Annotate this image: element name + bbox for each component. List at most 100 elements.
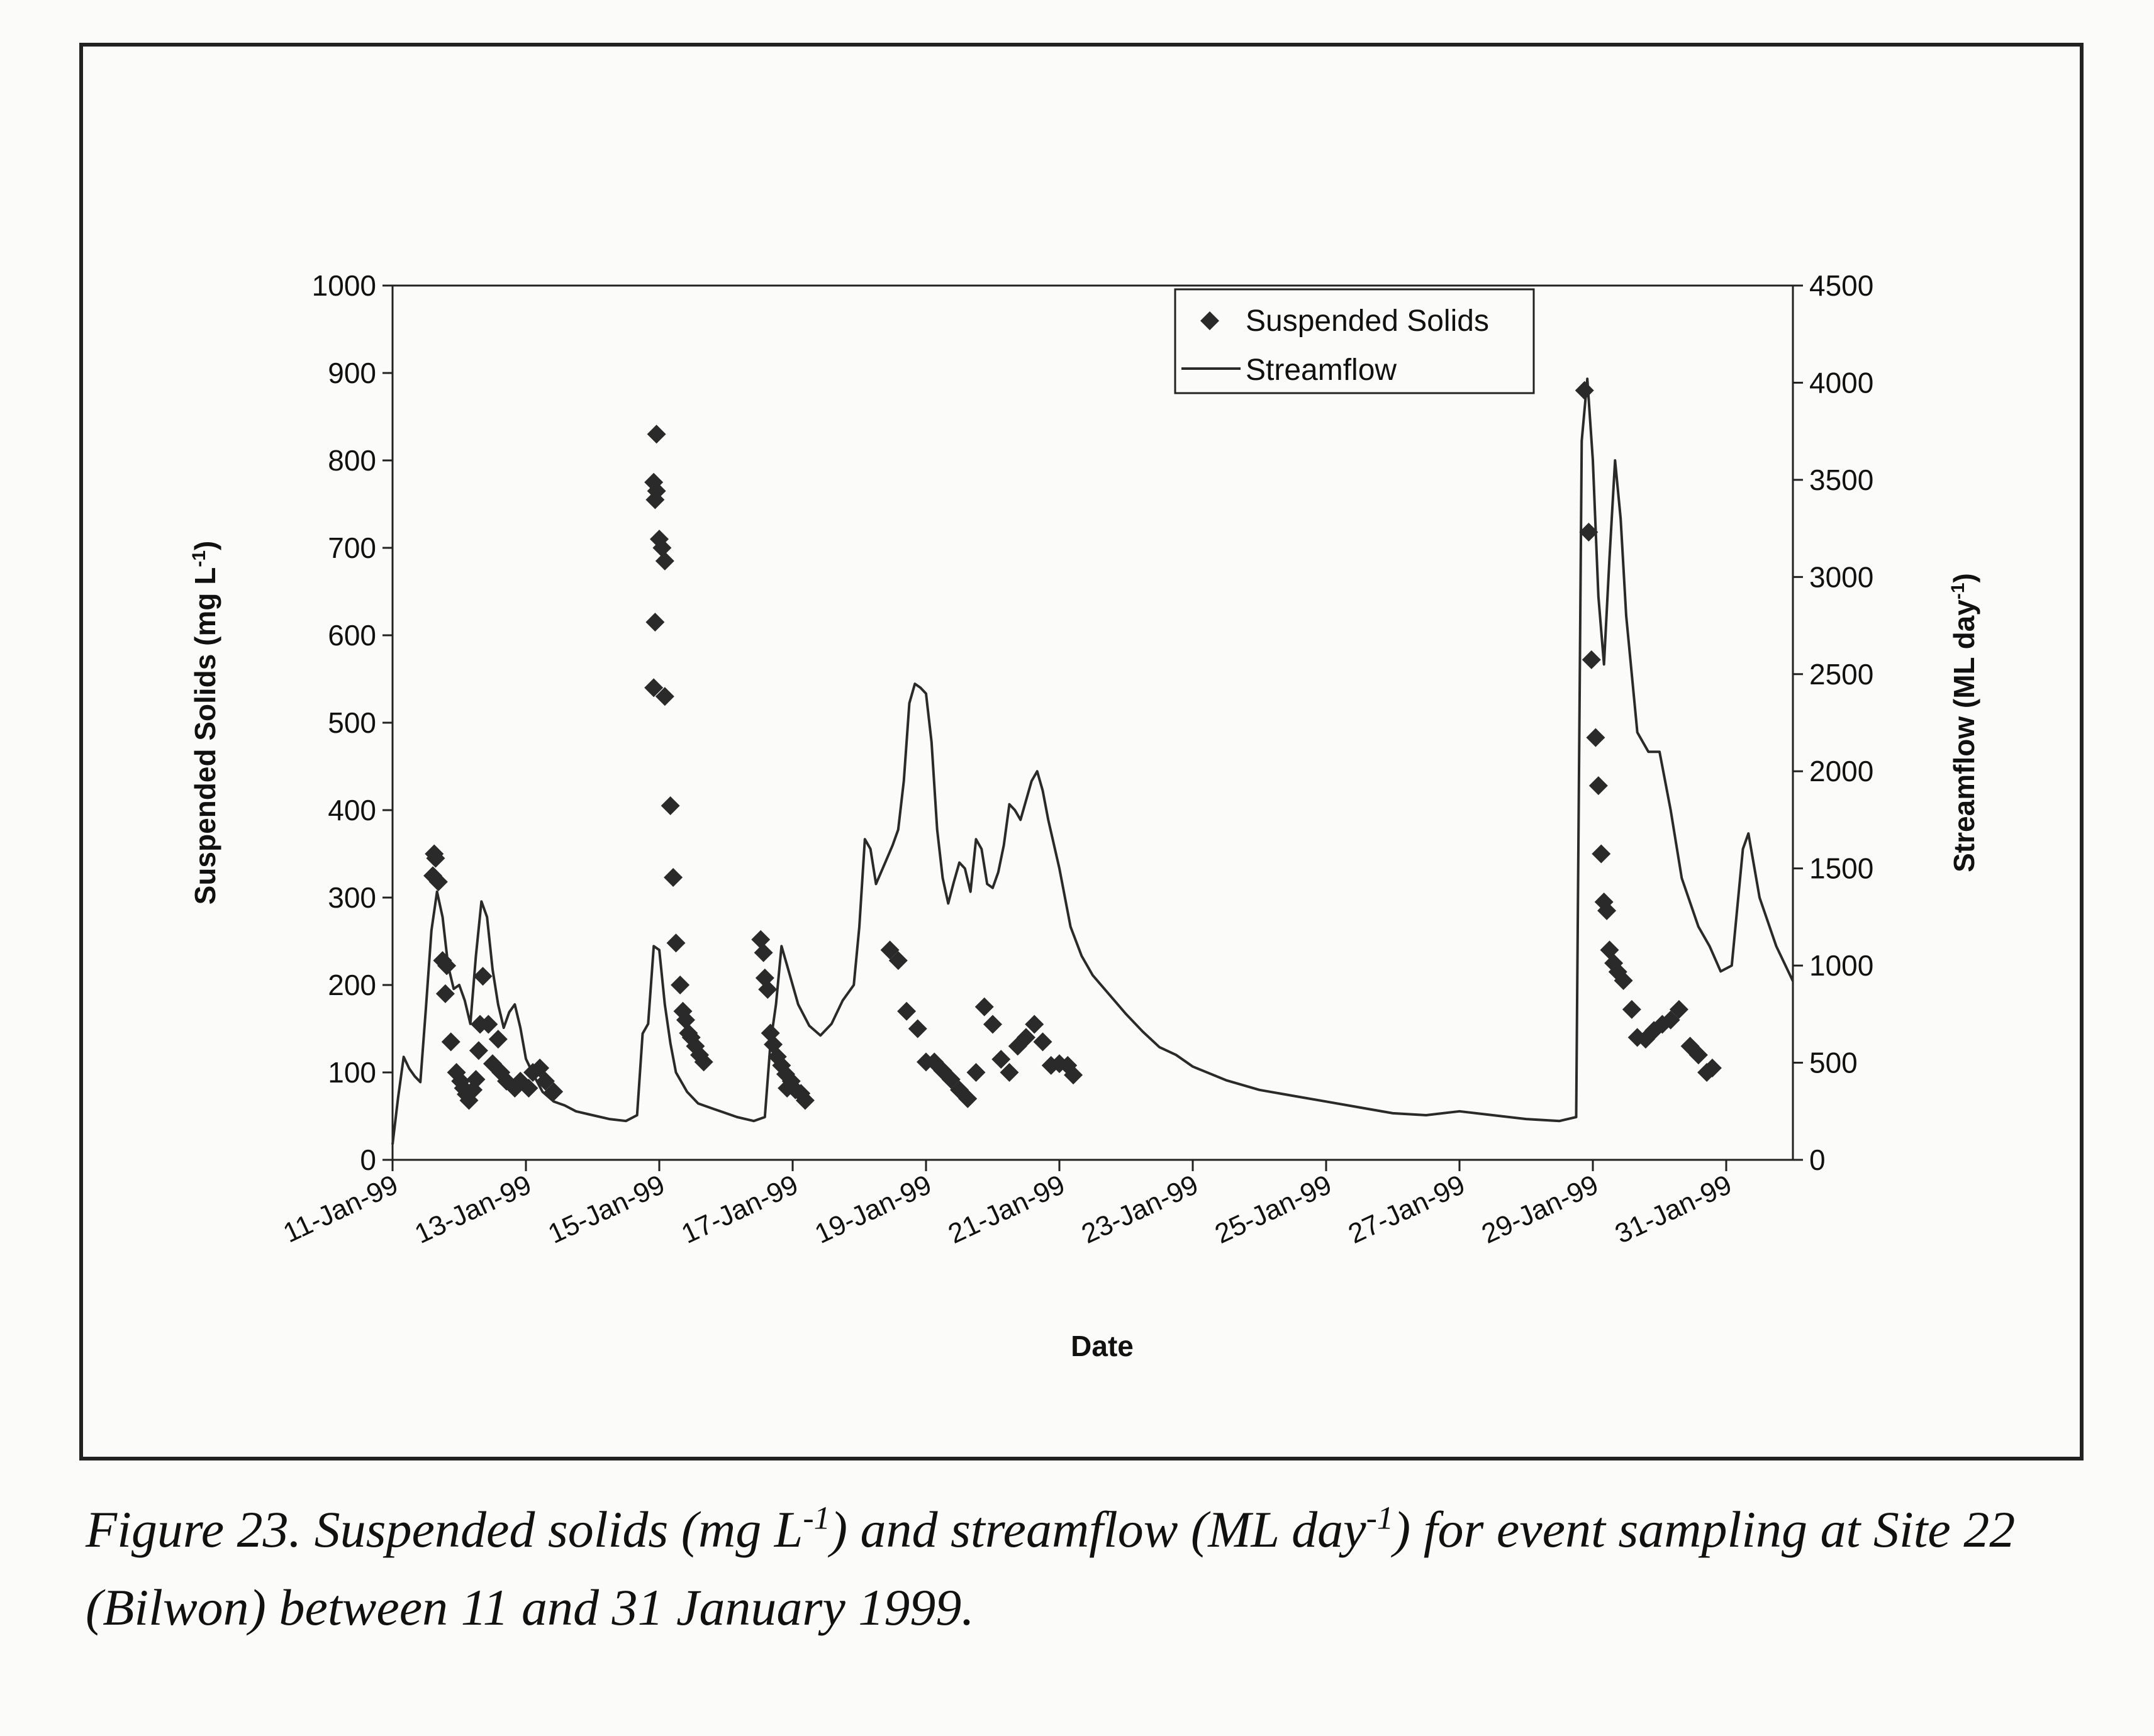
y-left-tick-label: 400 bbox=[328, 794, 376, 826]
suspended-solids-point bbox=[544, 1082, 564, 1101]
y-left-title-end: ) bbox=[189, 541, 221, 550]
y-right-title-sup: -1 bbox=[1948, 582, 1968, 599]
y-right-tick-label: 3500 bbox=[1809, 464, 1873, 496]
x-axis-title: Date bbox=[1071, 1330, 1134, 1362]
y-left-tick-label: 200 bbox=[328, 969, 376, 1001]
caption-part-2: ) and streamflow (ML day bbox=[830, 1501, 1366, 1558]
x-axis: 11-Jan-99 13-Jan-99 15-Jan-99 17-Jan-99 19-J… bbox=[279, 1160, 1736, 1250]
suspended-solids-point bbox=[676, 1010, 695, 1030]
suspended-solids-point bbox=[1025, 1015, 1044, 1034]
suspended-solids-point bbox=[888, 951, 908, 971]
y-right-tick-label: 1000 bbox=[1809, 949, 1873, 982]
y-right-title-main: Streamflow (ML day bbox=[1948, 599, 1980, 872]
y-right-tick-label: 2000 bbox=[1809, 755, 1873, 787]
y-left-tick-label: 300 bbox=[328, 881, 376, 914]
caption-part-3: ) for event sampling at Site 22 (Bilwon)… bbox=[86, 1501, 2016, 1636]
suspended-solids-point bbox=[428, 872, 448, 891]
legend-label-streamflow: Streamflow bbox=[1246, 353, 1397, 387]
chart-frame: 0 100 200 300 400 500 600 700 800 900 1000 0 500 100… bbox=[79, 43, 2084, 1461]
y-left-tick-label: 1000 bbox=[312, 269, 376, 302]
legend-box bbox=[1174, 288, 1535, 394]
y-right-tick-label: 1500 bbox=[1809, 852, 1873, 885]
y-right-axis: 0 500 1000 1500 2000 2500 3000 3500 4000 4500 bbox=[1793, 269, 1873, 1176]
suspended-solids-point bbox=[991, 1050, 1011, 1069]
y-right-tick-label: 2500 bbox=[1809, 658, 1873, 691]
suspended-solids-point bbox=[958, 1089, 978, 1108]
y-right-title-end: ) bbox=[1948, 573, 1980, 582]
suspended-solids-point bbox=[974, 997, 994, 1016]
x-tick-label: 11-Jan-99 bbox=[279, 1169, 403, 1249]
y-left-tick-label: 700 bbox=[328, 531, 376, 564]
suspended-solids-point bbox=[666, 933, 686, 953]
x-tick-label: 13-Jan-99 bbox=[410, 1169, 536, 1250]
suspended-solids-point bbox=[751, 930, 771, 949]
suspended-solids-point bbox=[1669, 999, 1688, 1019]
x-tick-label: 17-Jan-99 bbox=[677, 1169, 803, 1250]
suspended-solids-point bbox=[1588, 776, 1608, 796]
suspended-solids-point bbox=[966, 1063, 986, 1082]
suspended-solids-point bbox=[645, 613, 665, 632]
caption-sup-2: -1 bbox=[1366, 1500, 1393, 1537]
streamflow-line bbox=[391, 377, 1794, 1145]
suspended-solids-point bbox=[652, 538, 672, 557]
suspended-solids-point bbox=[655, 551, 674, 570]
caption-sup-1: -1 bbox=[803, 1500, 830, 1537]
figure-caption: Figure 23. Suspended solids (mg L-1) and… bbox=[86, 1491, 2067, 1647]
suspended-solids-point bbox=[1614, 971, 1633, 991]
suspended-solids-point bbox=[673, 1001, 693, 1021]
suspended-solids-point bbox=[644, 678, 664, 698]
suspended-solids-series bbox=[423, 381, 1722, 1110]
suspended-solids-point bbox=[754, 943, 773, 962]
suspended-solids-point bbox=[1622, 999, 1641, 1019]
suspended-solids-point bbox=[983, 1015, 1002, 1034]
suspended-solids-point bbox=[1579, 522, 1599, 542]
suspended-solids-point bbox=[1586, 728, 1605, 747]
suspended-solids-point bbox=[488, 1030, 508, 1049]
y-left-title-sup: -1 bbox=[189, 550, 209, 567]
suspended-solids-point bbox=[426, 849, 445, 868]
y-left-tick-label: 100 bbox=[328, 1056, 376, 1089]
caption-part-1: Figure 23. Suspended solids (mg L bbox=[86, 1501, 803, 1558]
y-left-tick-label: 500 bbox=[328, 706, 376, 739]
suspended-solids-point bbox=[1597, 901, 1617, 920]
x-tick-label: 27-Jan-99 bbox=[1344, 1169, 1470, 1250]
legend-diamond-icon bbox=[1200, 311, 1219, 330]
y-left-tick-label: 800 bbox=[328, 444, 376, 477]
x-tick-label: 25-Jan-99 bbox=[1210, 1169, 1336, 1250]
y-left-tick-label: 600 bbox=[328, 619, 376, 652]
y-right-tick-label: 4500 bbox=[1809, 269, 1873, 302]
x-tick-label: 19-Jan-99 bbox=[810, 1169, 936, 1250]
x-tick-label: 29-Jan-99 bbox=[1477, 1169, 1603, 1250]
suspended-solids-point bbox=[1575, 381, 1594, 400]
legend-label-suspended-solids: Suspended Solids bbox=[1246, 304, 1489, 338]
suspended-solids-point bbox=[686, 1037, 705, 1056]
y-left-axis-title: Suspended Solids (mg L-1) bbox=[189, 541, 222, 905]
y-right-axis-title: Streamflow (ML day-1) bbox=[1948, 573, 1981, 872]
suspended-solids-point bbox=[519, 1079, 538, 1098]
suspended-solids-point bbox=[647, 481, 666, 501]
y-right-tick-label: 4000 bbox=[1809, 366, 1873, 399]
suspended-solids-point bbox=[473, 967, 493, 986]
suspended-solids-point bbox=[466, 1070, 486, 1089]
suspended-solids-point bbox=[441, 1032, 460, 1052]
suspended-solids-point bbox=[1017, 1028, 1035, 1047]
x-tick-label: 23-Jan-99 bbox=[1077, 1169, 1203, 1250]
suspended-solids-point bbox=[1592, 844, 1611, 864]
suspended-solids-point bbox=[661, 796, 680, 816]
suspended-solids-point bbox=[671, 976, 690, 994]
x-tick-label: 31-Jan-99 bbox=[1610, 1169, 1736, 1250]
suspended-solids-point bbox=[1688, 1045, 1708, 1065]
y-right-tick-label: 0 bbox=[1809, 1143, 1826, 1176]
y-left-axis: 0 100 200 300 400 500 600 700 800 900 1000 bbox=[312, 269, 393, 1176]
suspended-solids-point bbox=[1033, 1032, 1052, 1052]
suspended-solids-point bbox=[469, 1041, 488, 1060]
suspended-solids-point bbox=[908, 1019, 927, 1038]
suspended-solids-point bbox=[647, 425, 666, 444]
x-tick-label: 15-Jan-99 bbox=[544, 1169, 669, 1250]
suspended-solids-point bbox=[694, 1052, 713, 1072]
y-left-title-main: Suspended Solids (mg L bbox=[189, 567, 221, 905]
suspended-solids-point bbox=[1702, 1059, 1722, 1078]
y-right-tick-label: 3000 bbox=[1809, 560, 1873, 593]
suspended-solids-point bbox=[690, 1045, 710, 1065]
x-tick-label: 21-Jan-99 bbox=[944, 1169, 1069, 1250]
